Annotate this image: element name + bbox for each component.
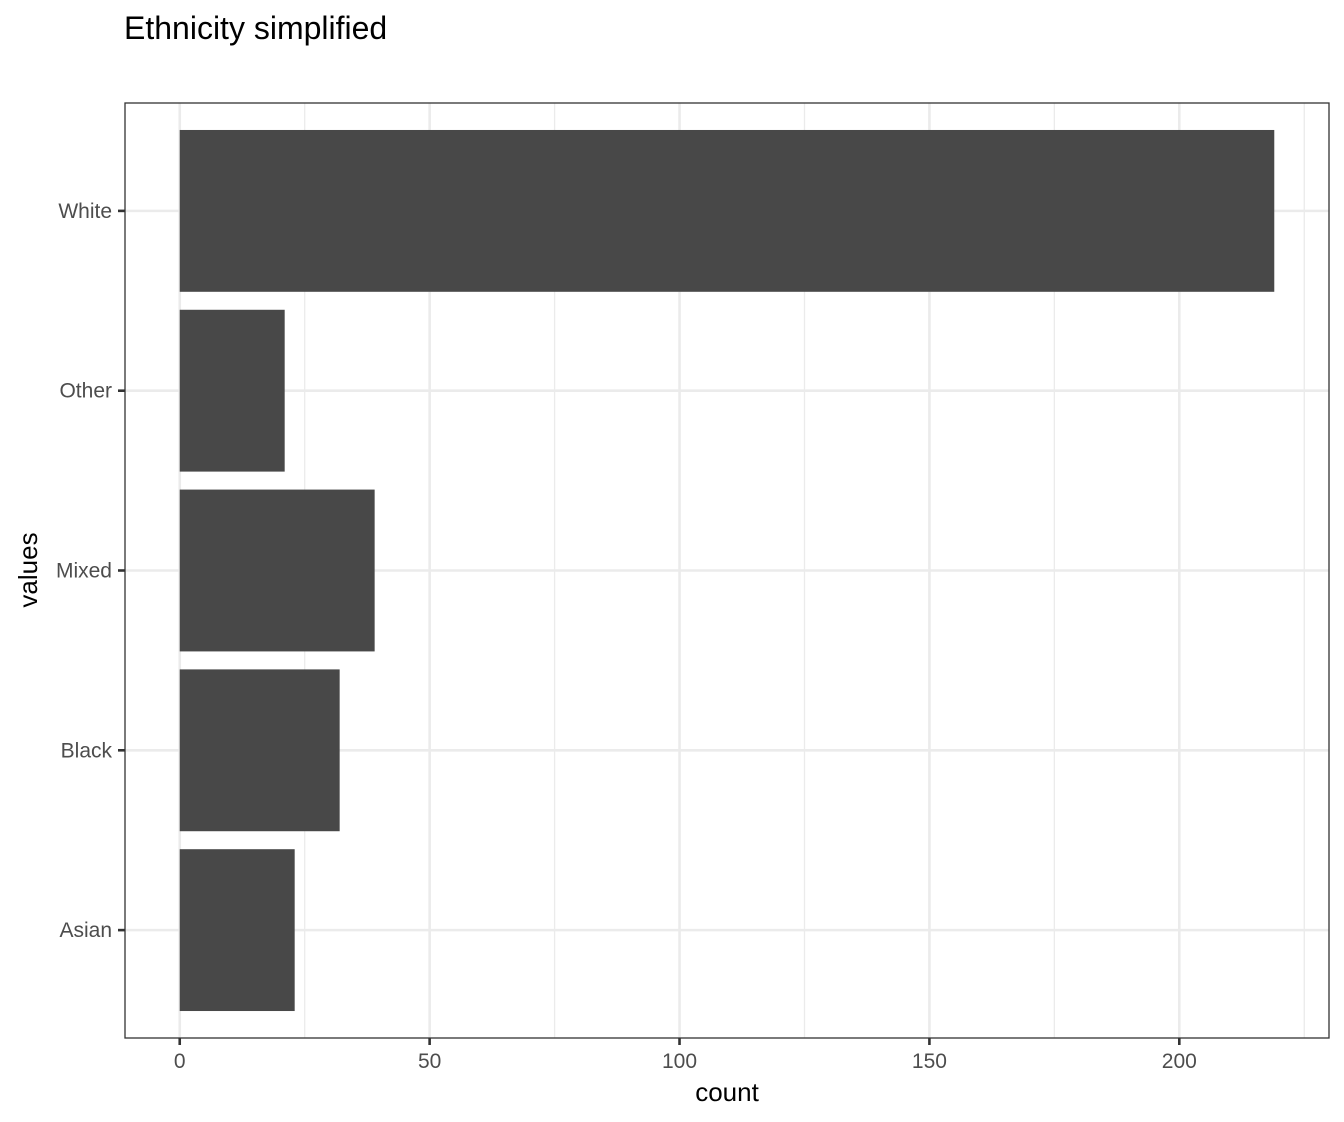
x-tick-label: 200 <box>1162 1050 1197 1073</box>
x-axis: 0 50 100 150 200 <box>174 1038 1197 1073</box>
bar-mixed <box>179 489 375 652</box>
y-axis: Asian Black Mixed Other White <box>56 200 125 942</box>
bar-asian <box>179 849 295 1012</box>
y-tick-label: Black <box>61 739 113 762</box>
y-tick-label: White <box>58 200 112 223</box>
bar-black <box>179 669 340 832</box>
bar-white <box>179 129 1275 292</box>
y-tick-label: Mixed <box>56 560 112 583</box>
x-tick-label: 0 <box>174 1050 186 1073</box>
y-tick-label: Other <box>59 380 112 403</box>
x-tick-label: 150 <box>912 1050 947 1073</box>
chart-title: Ethnicity simplified <box>124 10 387 46</box>
x-axis-title: count <box>695 1077 759 1107</box>
bar-other <box>179 309 285 472</box>
x-tick-label: 100 <box>662 1050 697 1073</box>
y-axis-title: values <box>13 532 43 607</box>
y-tick-label: Asian <box>59 919 112 942</box>
bars <box>179 129 1275 1012</box>
x-tick-label: 50 <box>418 1050 441 1073</box>
